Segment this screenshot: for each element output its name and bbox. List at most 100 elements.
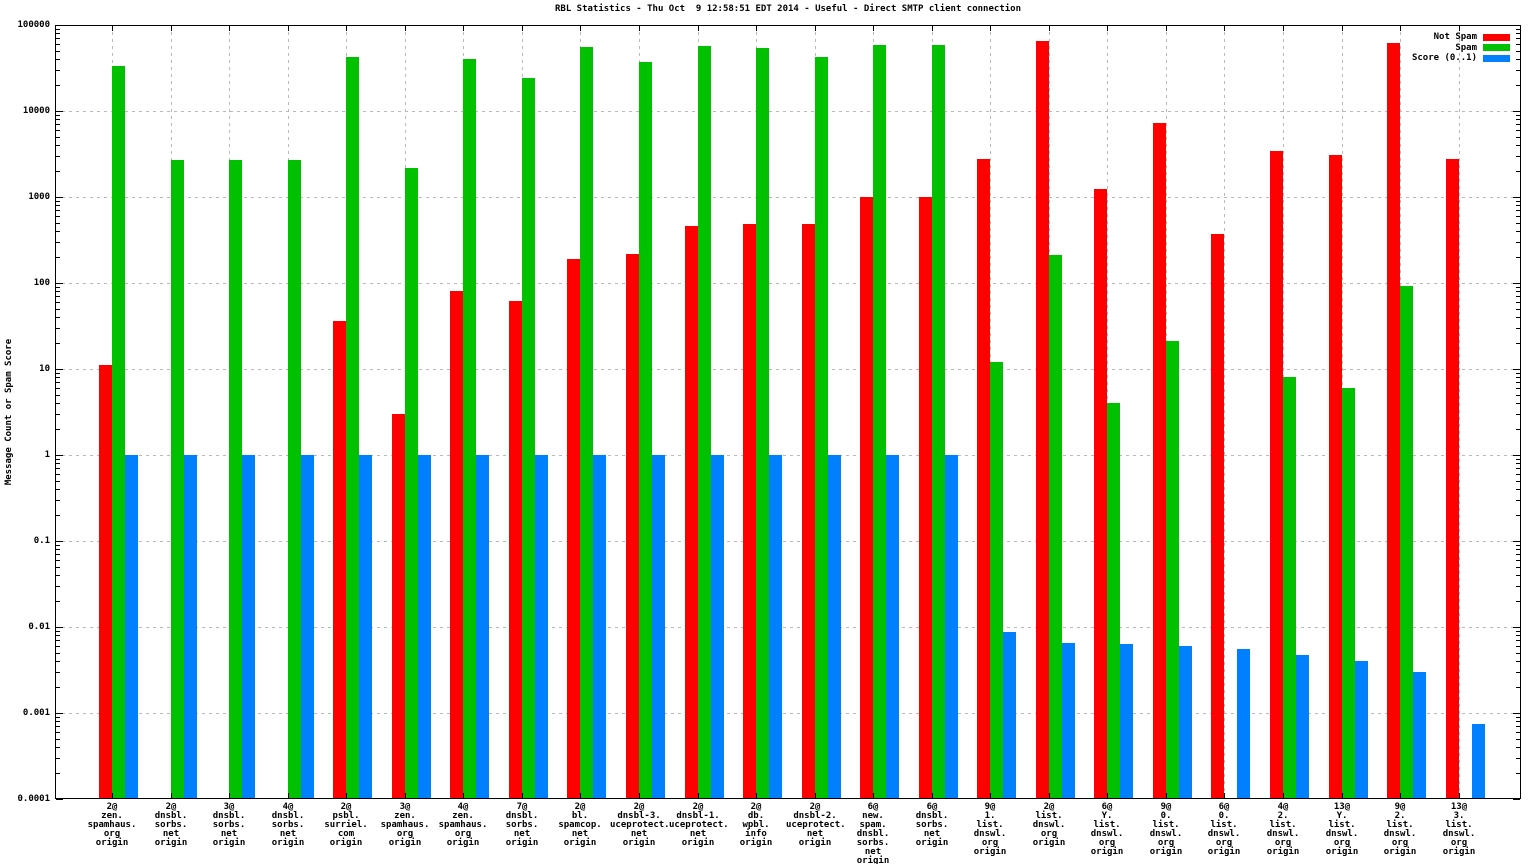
x-tick-label-line: dnswl.: [973, 829, 1007, 839]
x-tick-label-line: origin: [563, 838, 597, 848]
x-tick-label: 2@ dnsbl-2. uceprotect. net origin: [786, 803, 846, 848]
y-axis-minor-tick: [1516, 717, 1520, 718]
x-tick-label-line: sorbs.: [505, 820, 539, 830]
x-tick-label-line: spam.: [859, 820, 887, 830]
x-tick-label-line: dnswl.: [1266, 829, 1300, 839]
x-axis-tick: [815, 26, 816, 31]
bar-score: [945, 455, 958, 799]
bar-spam: [698, 46, 711, 799]
x-axis-tick: [990, 793, 991, 798]
x-tick-label-line: origin: [95, 838, 129, 848]
y-axis-minor-tick: [56, 515, 60, 516]
x-axis-tick: [229, 793, 230, 798]
y-axis-minor-tick: [1516, 515, 1520, 516]
x-tick-label-line: 0.: [1160, 811, 1172, 821]
y-axis-minor-tick: [1516, 747, 1520, 748]
bar-score: [535, 455, 548, 799]
y-axis-minor-tick: [56, 575, 60, 576]
bar-not-spam: [1036, 41, 1049, 799]
x-axis-tick: [1224, 26, 1225, 31]
y-axis-minor-tick: [56, 687, 60, 688]
y-axis-minor-tick: [56, 773, 60, 774]
x-tick-label-line: 4@: [457, 802, 469, 812]
y-axis-tick: [56, 369, 63, 370]
x-tick-label-line: net: [220, 829, 238, 839]
y-axis-minor-tick: [56, 732, 60, 733]
x-tick-label-line: sorbs.: [154, 820, 188, 830]
y-axis-tick: [56, 541, 63, 542]
y-axis-minor-tick: [56, 631, 60, 632]
y-axis-minor-tick: [1516, 739, 1520, 740]
bar-score: [184, 455, 197, 799]
x-tick-label: 13@ Y. list. dnswl. org origin: [1313, 803, 1371, 857]
y-axis-minor-tick: [1516, 216, 1520, 217]
x-axis-tick: [522, 26, 523, 31]
y-axis-minor-tick: [56, 130, 60, 131]
y-axis-minor-tick: [56, 377, 60, 378]
y-axis-minor-tick: [1516, 210, 1520, 211]
bar-spam: [990, 362, 1003, 799]
y-axis-minor-tick: [1516, 721, 1520, 722]
y-axis-minor-tick: [56, 59, 60, 60]
x-tick-label-line: origin: [1032, 838, 1066, 848]
bar-score: [1179, 646, 1192, 799]
y-axis-minor-tick: [56, 545, 60, 546]
y-axis-minor-tick: [56, 429, 60, 430]
bar-score: [125, 455, 138, 799]
y-axis-minor-tick: [1516, 377, 1520, 378]
y-axis-minor-tick: [1516, 403, 1520, 404]
y-axis-minor-tick: [1516, 601, 1520, 602]
bar-not-spam: [1270, 151, 1283, 799]
x-axis-tick: [522, 793, 523, 798]
y-axis-minor-tick: [1516, 145, 1520, 146]
y-axis-minor-tick: [56, 296, 60, 297]
x-tick-label: 9@ 0. list. dnswl. org origin: [1137, 803, 1195, 857]
y-axis-minor-tick: [56, 739, 60, 740]
x-tick-label-line: origin: [973, 847, 1007, 857]
x-tick-label-line: origin: [212, 838, 246, 848]
y-axis-minor-tick: [1516, 231, 1520, 232]
x-tick-label: 4@ zen. spamhaus. org origin: [434, 803, 492, 848]
x-tick-label-line: dnsbl.: [154, 811, 188, 821]
x-tick-label-line: net: [162, 829, 180, 839]
h-gridline: [55, 197, 1521, 198]
y-axis-minor-tick: [1516, 586, 1520, 587]
y-axis-minor-tick: [1516, 156, 1520, 157]
bar-not-spam: [1211, 234, 1224, 799]
x-tick-label-line: origin: [1442, 847, 1476, 857]
x-tick-label-line: origin: [1325, 847, 1359, 857]
h-gridline: [55, 627, 1521, 628]
x-tick-label-line: origin: [1149, 847, 1183, 857]
y-axis-tick: [1513, 541, 1520, 542]
x-axis-tick: [346, 793, 347, 798]
x-tick-label-line: org: [981, 838, 999, 848]
x-axis-tick: [815, 793, 816, 798]
y-axis-minor-tick: [1516, 85, 1520, 86]
y-axis-minor-tick: [56, 205, 60, 206]
x-axis-tick: [698, 26, 699, 31]
x-tick-label-line: uceprotect.: [669, 820, 729, 830]
x-tick-label-line: org: [1274, 838, 1292, 848]
y-axis-minor-tick: [56, 414, 60, 415]
x-tick-label-line: dnswl.: [1383, 829, 1417, 839]
y-axis-minor-tick: [56, 85, 60, 86]
x-tick-label-line: origin: [1383, 847, 1417, 857]
x-tick-label-line: list.: [1035, 811, 1063, 821]
bar-not-spam: [743, 224, 756, 799]
x-tick-label-line: origin: [446, 838, 480, 848]
x-tick-label-line: list.: [1093, 820, 1121, 830]
x-tick-label-line: dnswl.: [1032, 820, 1066, 830]
x-tick-label: 7@ dnsbl. sorbs. net origin: [493, 803, 551, 848]
y-axis-minor-tick: [56, 119, 60, 120]
x-tick-label-line: dnswl.: [1325, 829, 1359, 839]
y-axis-minor-tick: [56, 287, 60, 288]
x-tick-label: 13@ 3. list. dnswl. org origin: [1430, 803, 1488, 857]
y-axis-tick: [1513, 111, 1520, 112]
bar-spam: [1107, 403, 1120, 799]
y-axis-minor-tick: [1516, 130, 1520, 131]
x-tick-label: 2@ psbl. surriel. com origin: [317, 803, 375, 848]
y-axis-minor-tick: [1516, 343, 1520, 344]
y-axis-minor-tick: [56, 373, 60, 374]
y-axis-tick: [1513, 627, 1520, 628]
